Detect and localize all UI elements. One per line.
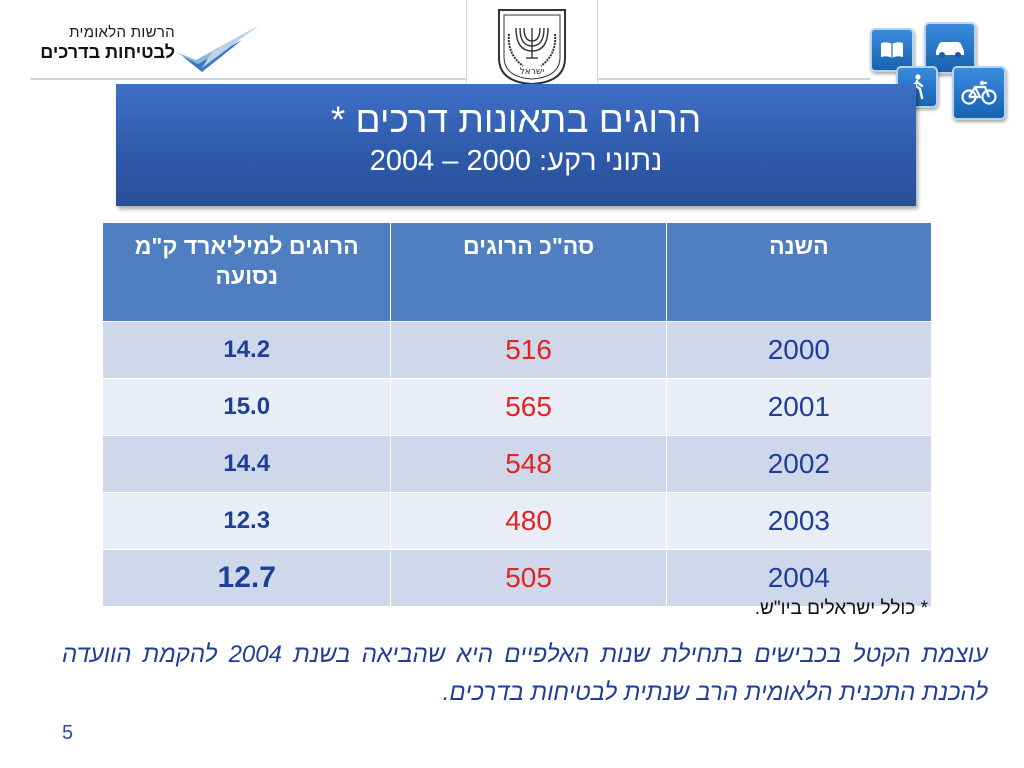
bicycle-icon — [952, 66, 1006, 120]
cell-total: 480 — [390, 492, 667, 550]
footnote: * כולל ישראלים ביו"ש. — [754, 598, 928, 619]
cell-year: 2004 — [665, 549, 933, 607]
cell-rate: 12.3 — [101, 492, 392, 550]
table-row: 2000 516 14.2 — [101, 321, 933, 379]
cell-rate: 15.0 — [101, 378, 392, 436]
summary-paragraph: עוצמת הקטל בכבישים בתחילת שנות האלפיים ה… — [62, 641, 989, 706]
table-row: 2002 548 14.4 — [101, 435, 933, 493]
cell-total: 548 — [390, 435, 667, 493]
logo-swoosh-icon — [176, 26, 258, 72]
emblem-inscription: ישראל — [520, 67, 545, 77]
cell-total: 565 — [390, 378, 667, 436]
logo-text: הרשות הלאומית לבטיחות בדרכים — [40, 24, 175, 63]
cell-year: 2003 — [665, 492, 933, 550]
fatalities-table: השנה סה"כ הרוגים הרוגים למיליארד ק"מ נסו… — [101, 222, 933, 607]
cell-rate: 14.4 — [101, 435, 392, 493]
header-fatalities-per-billion-km: הרוגים למיליארד ק"מ נסועה — [101, 222, 392, 322]
state-emblem-icon: ישראל — [498, 9, 566, 86]
page-number: 5 — [62, 722, 74, 744]
cell-rate: 12.7 — [101, 549, 392, 607]
cell-total: 516 — [390, 321, 667, 379]
header-total-fatalities: סה"כ הרוגים — [390, 222, 667, 322]
cell-year: 2001 — [665, 378, 933, 436]
cell-year: 2002 — [665, 435, 933, 493]
table-header-row: השנה סה"כ הרוגים הרוגים למיליארד ק"מ נסו… — [101, 222, 933, 322]
logo-line2: לבטיחות בדרכים — [40, 42, 175, 62]
header-year: השנה — [665, 222, 933, 322]
title-banner: הרוגים בתאונות דרכים * נתוני רקע: 2000 –… — [116, 84, 916, 206]
table-row: 2003 480 12.3 — [101, 492, 933, 550]
slide-title: הרוגים בתאונות דרכים * — [330, 99, 702, 140]
state-emblem-box: ישראל — [466, 0, 598, 86]
cell-rate: 14.2 — [101, 321, 392, 379]
header-rule — [30, 78, 870, 80]
logo-line1: הרשות הלאומית — [69, 24, 175, 41]
car-icon — [924, 22, 976, 74]
slide-subtitle: נתוני רקע: 2000 – 2004 — [369, 145, 663, 177]
cell-year: 2000 — [665, 321, 933, 379]
authority-logo: הרשות הלאומית לבטיחות בדרכים — [30, 20, 270, 78]
table-row: 2004 505 12.7 — [101, 549, 933, 607]
table-row: 2001 565 15.0 — [101, 378, 933, 436]
book-icon — [870, 28, 914, 72]
cell-total: 505 — [390, 549, 667, 607]
